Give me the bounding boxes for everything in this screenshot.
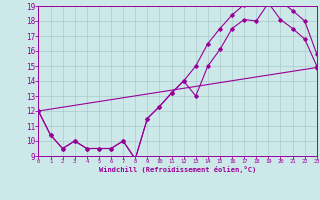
X-axis label: Windchill (Refroidissement éolien,°C): Windchill (Refroidissement éolien,°C) <box>99 166 256 173</box>
